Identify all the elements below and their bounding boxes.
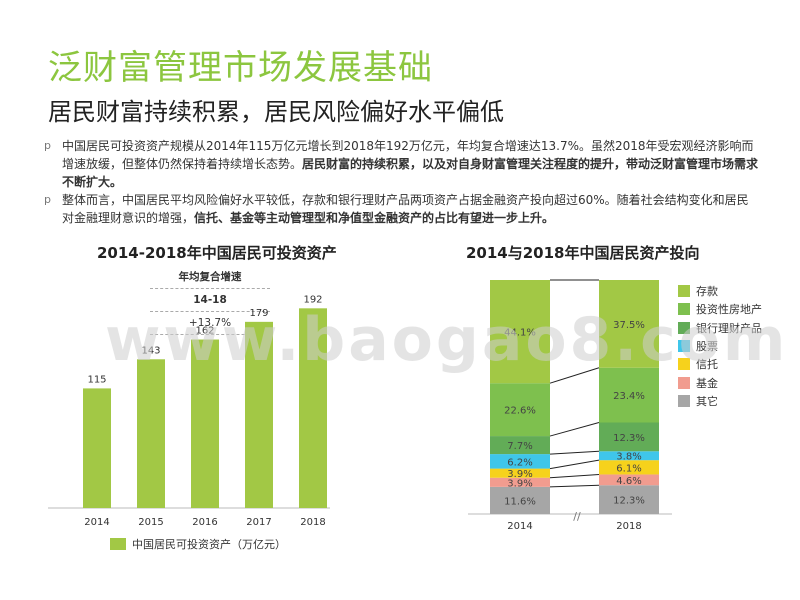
data-label: 192 <box>303 294 322 305</box>
bullet-2-bold-text: 信托、基金等主动管理型和净值型金融资产的占比有望进一步上升。 <box>194 211 555 225</box>
segment-2018-股票 <box>599 451 659 461</box>
data-label: 179 <box>249 308 268 319</box>
segment-label: 6.1% <box>616 463 641 474</box>
legend-label: 其它 <box>696 394 718 408</box>
legend-swatch <box>678 285 690 298</box>
segment-label: 44.1% <box>504 328 536 339</box>
connector-line <box>549 422 600 437</box>
legend-item: 股票 <box>678 337 762 355</box>
bullet-list: p 中国居民可投资资产规模从2014年115万亿元增长到2018年192万亿元，… <box>44 137 759 227</box>
axis-break: // <box>573 510 581 523</box>
bullet-1-text: 中国居民可投资资产规模从2014年115万亿元增长到2018年192万亿元，年均… <box>62 139 754 171</box>
legend-label: 股票 <box>696 340 718 354</box>
x-tick-label: 2015 <box>138 517 163 528</box>
segment-2018-投资性房地产 <box>599 367 659 423</box>
x-tick-label: 2018 <box>616 521 641 532</box>
growth-label: 年均复合增速 <box>150 266 270 289</box>
legend-label: 银行理财产品 <box>696 321 762 335</box>
page-subtitle: 居民财富持续积累，居民风险偏好水平偏低 <box>48 98 504 126</box>
bar-2018 <box>299 308 327 508</box>
segment-label: 7.7% <box>507 441 532 452</box>
segment-label: 37.5% <box>613 320 645 331</box>
connector-line <box>549 450 600 455</box>
data-label: 162 <box>195 326 214 337</box>
connector-line <box>549 459 600 470</box>
legend-item: 其它 <box>678 392 762 410</box>
legend-label: 中国居民可投资资产（万亿元） <box>132 538 286 551</box>
legend-swatch <box>678 303 690 316</box>
segment-label: 12.3% <box>613 496 645 507</box>
bar-2014 <box>83 388 111 508</box>
connector-line <box>549 367 600 384</box>
segment-label: 23.4% <box>613 391 645 402</box>
segment-2018-其它 <box>599 485 659 514</box>
bar-2017 <box>245 321 273 508</box>
segment-label: 6.2% <box>507 457 532 468</box>
left-chart-legend: 中国居民可投资资产（万亿元） <box>110 536 286 552</box>
legend-swatch <box>110 538 126 550</box>
left-chart-title: 2014-2018年中国居民可投资资产 <box>97 244 337 262</box>
growth-period: 14-18 <box>150 289 270 312</box>
legend-item: 存款 <box>678 282 762 300</box>
segment-2014-存款 <box>490 280 550 384</box>
legend-swatch <box>678 394 690 407</box>
bullet-1-bold-text: 居民财富的持续积累，以及对自身财富管理关注程度的提升，带动泛财富管理市场需求不断… <box>62 157 759 189</box>
segment-label: 12.3% <box>613 433 645 444</box>
x-tick-label: 2016 <box>192 517 217 528</box>
connector-line <box>549 473 600 479</box>
segment-label: 3.8% <box>616 452 641 463</box>
legend-swatch <box>678 358 690 371</box>
segment-label: 11.6% <box>504 496 536 507</box>
data-label: 115 <box>87 374 106 385</box>
bullet-item-2: p 整体而言，中国居民平均风险偏好水平较低，存款和银行理财产品两项资产占据金融资… <box>44 191 759 227</box>
legend-item: 银行理财产品 <box>678 319 762 337</box>
bullet-2-text: 整体而言，中国居民平均风险偏好水平较低，存款和银行理财产品两项资产占据金融资产投… <box>62 193 749 225</box>
legend-label: 存款 <box>696 285 718 299</box>
bullet-item-1: p 中国居民可投资资产规模从2014年115万亿元增长到2018年192万亿元，… <box>44 137 759 191</box>
segment-2018-银行理财产品 <box>599 422 659 452</box>
segment-label: 3.9% <box>507 478 532 489</box>
bullet-marker: p <box>44 139 51 152</box>
segment-label: 22.6% <box>504 406 536 417</box>
legend-label: 投资性房地产 <box>696 303 762 317</box>
page-title: 泛财富管理市场发展基础 <box>48 48 433 88</box>
bullet-marker: p <box>44 193 51 206</box>
legend-item: 投资性房地产 <box>678 300 762 318</box>
connector-line <box>549 484 600 488</box>
legend-label: 信托 <box>696 358 718 372</box>
segment-2014-股票 <box>490 454 550 469</box>
legend-item: 基金 <box>678 373 762 391</box>
segment-2014-基金 <box>490 477 550 487</box>
x-tick-label: 2017 <box>246 517 271 528</box>
segment-label: 4.6% <box>616 476 641 487</box>
segment-label: 3.9% <box>507 469 532 480</box>
x-tick-label: 2018 <box>300 517 325 528</box>
bar-2016 <box>191 339 219 508</box>
segment-2018-信托 <box>599 460 659 475</box>
segment-2018-基金 <box>599 474 659 486</box>
segment-2018-存款 <box>599 280 659 368</box>
x-tick-label: 2014 <box>507 521 532 532</box>
bar-2015 <box>137 359 165 508</box>
right-chart-title: 2014与2018年中国居民资产投向 <box>466 244 700 262</box>
growth-value: +13.7% <box>150 312 270 335</box>
legend-swatch <box>678 376 690 389</box>
legend-swatch <box>678 321 690 334</box>
x-tick-label: 2014 <box>84 517 109 528</box>
right-chart-legend: 存款投资性房地产 银行理财产品 股票信托基金其它 <box>678 282 762 410</box>
segment-2014-其它 <box>490 486 550 514</box>
segment-2014-银行理财产品 <box>490 436 550 455</box>
legend-item: 信托 <box>678 355 762 373</box>
legend-swatch <box>678 340 690 353</box>
legend-label: 基金 <box>696 376 718 390</box>
growth-box: 年均复合增速 14-18 +13.7% <box>150 266 270 335</box>
data-label: 143 <box>141 345 160 356</box>
segment-2014-投资性房地产 <box>490 383 550 437</box>
segment-2014-信托 <box>490 468 550 478</box>
